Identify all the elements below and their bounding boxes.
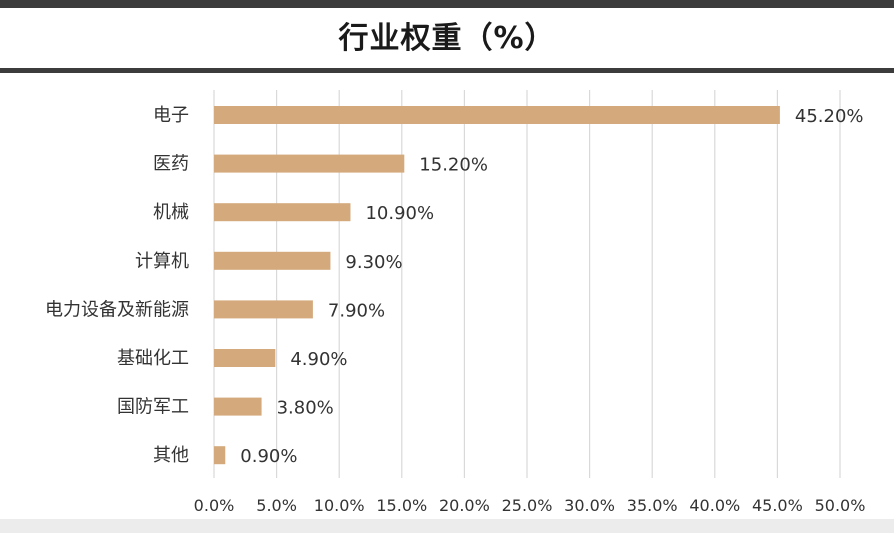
- value-label: 9.30%: [345, 252, 402, 273]
- value-label: 3.80%: [277, 398, 334, 419]
- x-tick-label: 5.0%: [256, 496, 297, 515]
- bar: [214, 251, 331, 270]
- x-tick-label: 45.0%: [752, 496, 803, 515]
- category-label: 国防军工: [117, 397, 189, 418]
- bar: [214, 106, 780, 124]
- x-tick-label: 40.0%: [689, 496, 740, 515]
- x-tick-label: 20.0%: [439, 496, 490, 515]
- category-label: 电子: [153, 105, 189, 126]
- category-label: 医药: [153, 154, 189, 175]
- top-border-bar: [0, 0, 894, 8]
- bottom-band: [0, 519, 894, 533]
- x-tick-label: 0.0%: [194, 496, 235, 515]
- bar: [214, 203, 351, 222]
- value-label: 7.90%: [328, 300, 385, 321]
- x-tick-label: 30.0%: [564, 496, 615, 515]
- category-label: 其他: [153, 445, 189, 466]
- category-label: 电力设备及新能源: [45, 299, 189, 320]
- chart-title: 行业权重（%）: [338, 21, 556, 56]
- category-label: 基础化工: [117, 348, 189, 369]
- bar: [214, 446, 226, 465]
- bar: [214, 300, 313, 319]
- x-tick-label: 50.0%: [815, 496, 866, 515]
- x-tick-label: 15.0%: [376, 496, 427, 515]
- value-label: 10.90%: [365, 203, 434, 224]
- bar: [214, 349, 276, 367]
- value-label: 15.20%: [419, 155, 488, 176]
- value-label: 45.20%: [795, 106, 864, 127]
- value-label: 0.90%: [240, 446, 297, 467]
- x-tick-label: 25.0%: [502, 496, 553, 515]
- bar: [214, 154, 405, 173]
- category-label: 计算机: [135, 251, 189, 272]
- title-underline: [0, 68, 894, 73]
- x-tick-label: 10.0%: [314, 496, 365, 515]
- bar: [214, 397, 262, 416]
- category-label: 机械: [153, 202, 189, 223]
- value-label: 4.90%: [290, 349, 347, 370]
- x-tick-label: 35.0%: [627, 496, 678, 515]
